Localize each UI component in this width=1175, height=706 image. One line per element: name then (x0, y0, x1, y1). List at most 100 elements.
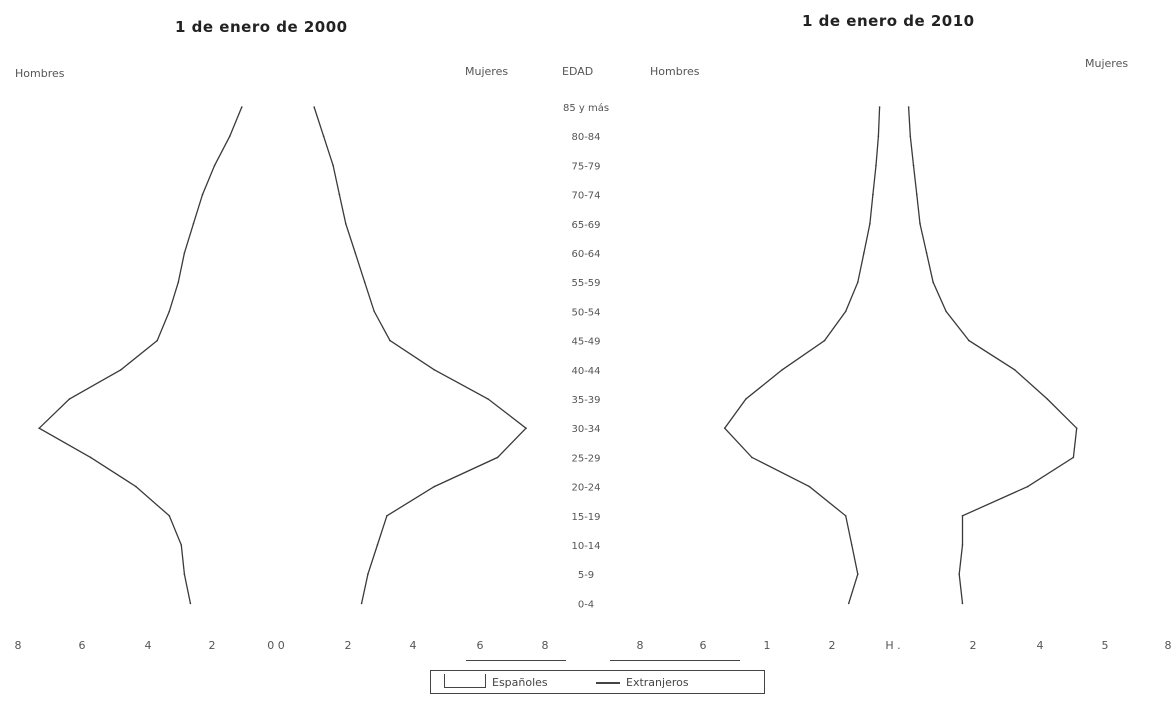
age-label: 75-79 (571, 161, 600, 172)
data-point (68, 398, 71, 400)
data-point (878, 106, 881, 108)
age-label: 25-29 (571, 453, 600, 464)
x-tick-label: H . (885, 639, 900, 652)
data-point (857, 281, 859, 284)
data-point (389, 339, 391, 342)
data-point (363, 281, 366, 284)
data-point (1013, 369, 1016, 371)
age-label: 80-84 (571, 132, 600, 143)
data-point (89, 456, 92, 459)
series-line-hombres (723, 106, 881, 604)
legend-swatch-extranjeros (596, 682, 620, 684)
legend-label-espanoles: Españoles (492, 676, 548, 689)
data-point (192, 223, 195, 225)
data-point (869, 223, 871, 225)
series-line-hombres (38, 106, 243, 604)
x-tick-label: 8 (1165, 639, 1172, 652)
legend-rule-left (466, 660, 566, 661)
data-point (338, 193, 341, 196)
age-label: 70-74 (571, 191, 600, 202)
data-point (168, 310, 171, 313)
data-point (912, 164, 915, 167)
data-point (844, 515, 847, 517)
data-point (354, 252, 357, 254)
x-tick-label: 2 (345, 639, 352, 652)
age-label: 45-49 (571, 337, 600, 348)
data-point (925, 252, 928, 254)
data-point (373, 310, 376, 313)
data-point (875, 164, 877, 167)
data-point (961, 515, 964, 517)
x-axis-ticks: 8 6 4 2 0 0 2 4 6 8 8 6 1 2 H . 2 4 5 8 (15, 639, 1172, 652)
x-tick-label: 2 (209, 639, 216, 652)
data-point (525, 427, 527, 430)
x-tick-label: 5 (1102, 639, 1109, 652)
series-line-mujeres (313, 106, 527, 604)
data-point (932, 281, 934, 284)
data-point (322, 135, 325, 137)
data-point (1046, 398, 1049, 400)
data-point (386, 515, 388, 517)
right-female-label-2010: Mujeres (1085, 57, 1129, 70)
age-label: 40-44 (571, 366, 600, 377)
data-point (844, 310, 847, 313)
data-point (857, 573, 859, 575)
age-axis: 85 y más 80-84 75-79 70-74 65-69 60-64 55-59 50… (563, 102, 609, 610)
data-point (433, 369, 436, 371)
data-point (945, 310, 947, 313)
data-point (961, 544, 964, 546)
data-point (907, 106, 910, 108)
data-point (180, 544, 183, 546)
data-point (808, 485, 811, 488)
pyramid-2010 (723, 106, 1078, 605)
data-point (183, 573, 186, 575)
data-point (850, 544, 853, 546)
data-point (751, 456, 753, 459)
x-tick-label: 6 (79, 639, 86, 652)
x-tick-label: 8 (542, 639, 549, 652)
age-label: 35-39 (571, 395, 600, 406)
data-point (1072, 456, 1075, 459)
data-point (958, 573, 960, 575)
data-point (915, 193, 918, 196)
data-point (168, 515, 171, 517)
age-header: EDAD (562, 65, 594, 78)
x-tick-label: 8 (15, 639, 22, 652)
age-label: 5-9 (578, 570, 594, 581)
x-tick-label: 2 (829, 639, 836, 652)
data-point (909, 135, 912, 137)
x-tick-label: 2 (970, 639, 977, 652)
data-point (745, 398, 747, 400)
pyramid-2000 (38, 106, 527, 605)
age-label: 20-24 (571, 483, 600, 494)
right-male-label-2010: Hombres (650, 65, 700, 78)
data-point (1026, 485, 1029, 488)
data-point (487, 398, 489, 400)
chart-title-2000: 1 de enero de 2000 (175, 18, 348, 36)
x-tick-label: 0 0 (267, 639, 285, 652)
age-label: 15-19 (571, 512, 600, 523)
left-female-label-2000: Mujeres (465, 65, 509, 78)
data-point (135, 485, 137, 488)
data-point (961, 602, 964, 605)
data-point (156, 339, 158, 342)
data-point (367, 573, 369, 575)
data-point (189, 602, 192, 605)
x-tick-label: 4 (145, 639, 152, 652)
x-tick-label: 1 (764, 639, 771, 652)
chart-title-2010: 1 de enero de 2010 (802, 12, 975, 30)
legend-rule-right (610, 660, 740, 661)
legend-label-extranjeros: Extranjeros (626, 676, 689, 689)
data-point (201, 193, 204, 196)
data-point (877, 135, 880, 137)
data-point (241, 106, 243, 108)
x-tick-label: 6 (477, 639, 484, 652)
data-point (313, 106, 315, 108)
data-point (1075, 427, 1078, 430)
data-point (863, 252, 865, 254)
data-point (723, 427, 726, 430)
data-point (823, 339, 826, 342)
left-male-label-2000: Hombres (15, 67, 65, 80)
data-point (183, 252, 186, 254)
